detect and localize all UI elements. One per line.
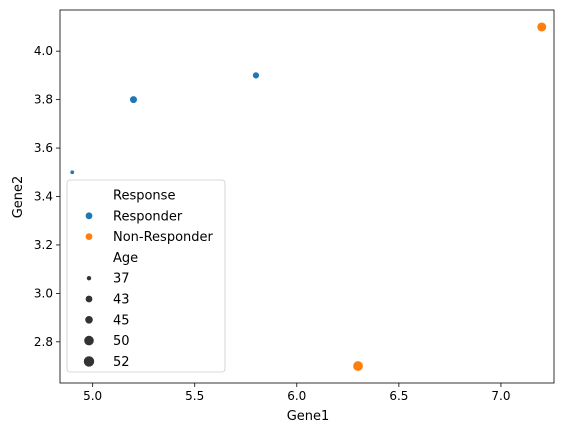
data-point [129, 95, 138, 104]
x-tick-label: 6.5 [389, 389, 408, 403]
data-point [352, 360, 364, 372]
x-tick-label: 6.0 [287, 389, 306, 403]
legend-size-marker [84, 335, 94, 346]
legend-size-marker [86, 276, 92, 281]
y-axis-label: Gene2 [11, 176, 26, 219]
legend-hue-title: Response [113, 189, 175, 204]
data-point [536, 21, 547, 33]
axes: 5.0 5.5 6.0 6.5 7.0 2.8 3.0 3.2 3.4 3.6 3.8 4.0 [34, 9, 555, 403]
legend-size-marker [85, 295, 93, 303]
x-axis-label: Gene1 [287, 409, 330, 424]
legend-size-entry: 45 [113, 313, 130, 328]
legend-size-marker [85, 316, 93, 324]
data-point [69, 169, 75, 175]
x-tick-label: 5.5 [185, 389, 204, 403]
y-tick-label: 2.8 [34, 335, 53, 349]
legend-entry: Responder [113, 209, 183, 224]
data-points [69, 21, 547, 372]
data-point [252, 71, 260, 80]
x-tick-label: 5.0 [83, 389, 102, 403]
legend-entry: Non-Responder [113, 230, 214, 245]
y-tick-label: 3.6 [34, 141, 53, 155]
legend-box [66, 179, 226, 373]
legend-size-entry: 50 [113, 334, 130, 349]
legend-size-marker [83, 356, 95, 367]
y-tick-label: 4.0 [34, 44, 53, 58]
legend-size-entry: 43 [113, 293, 130, 308]
legend-size-entry: 52 [113, 355, 130, 370]
legend-marker [85, 233, 93, 241]
y-tick-label: 3.0 [34, 286, 53, 300]
y-tick-label: 3.4 [34, 190, 53, 204]
y-tick-label: 3.8 [34, 93, 53, 107]
y-tick-label: 3.2 [34, 238, 53, 252]
legend-marker [85, 212, 93, 220]
legend-size-entry: 37 [113, 272, 130, 287]
legend: Response Responder Non-Responder Age 37 43 45 5… [66, 179, 226, 373]
x-tick-label: 7.0 [491, 389, 510, 403]
legend-size-title: Age [113, 251, 138, 266]
